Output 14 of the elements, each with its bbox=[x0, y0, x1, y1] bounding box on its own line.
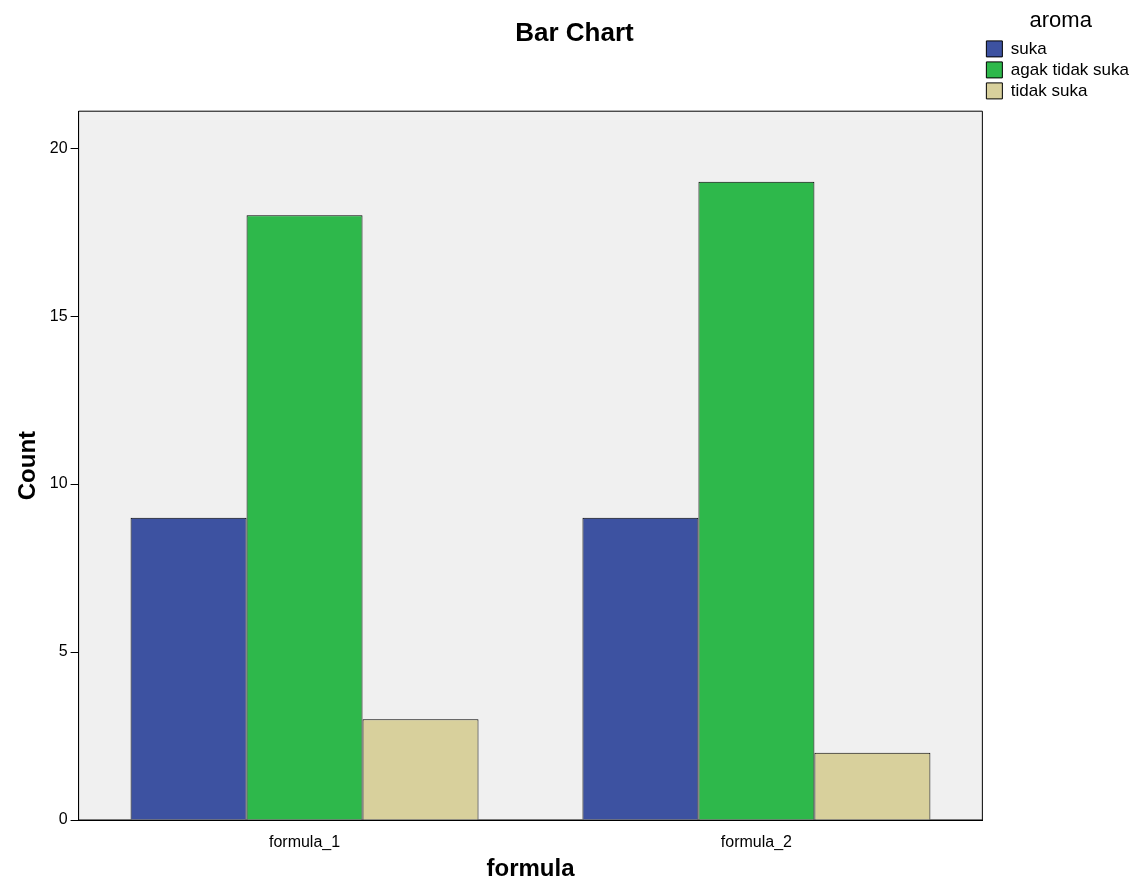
legend-label: agak tidak suka bbox=[1010, 59, 1130, 79]
y-tick-label: 15 bbox=[49, 306, 68, 324]
x-axis-title: formula bbox=[486, 854, 576, 882]
y-axis-title: Count bbox=[13, 430, 41, 501]
x-tick-label: formula_2 bbox=[720, 833, 793, 852]
legend-title: aroma bbox=[1029, 7, 1093, 33]
legend-label: tidak suka bbox=[1010, 80, 1088, 100]
legend-label: suka bbox=[1010, 38, 1048, 58]
y-tick-label: 0 bbox=[58, 810, 68, 828]
y-tick-label: 5 bbox=[58, 642, 68, 660]
y-tick-label: 10 bbox=[49, 474, 68, 492]
chart-title: Bar Chart bbox=[515, 16, 635, 47]
y-tick-label: 20 bbox=[49, 138, 68, 156]
x-tick-label: formula_1 bbox=[268, 833, 341, 852]
